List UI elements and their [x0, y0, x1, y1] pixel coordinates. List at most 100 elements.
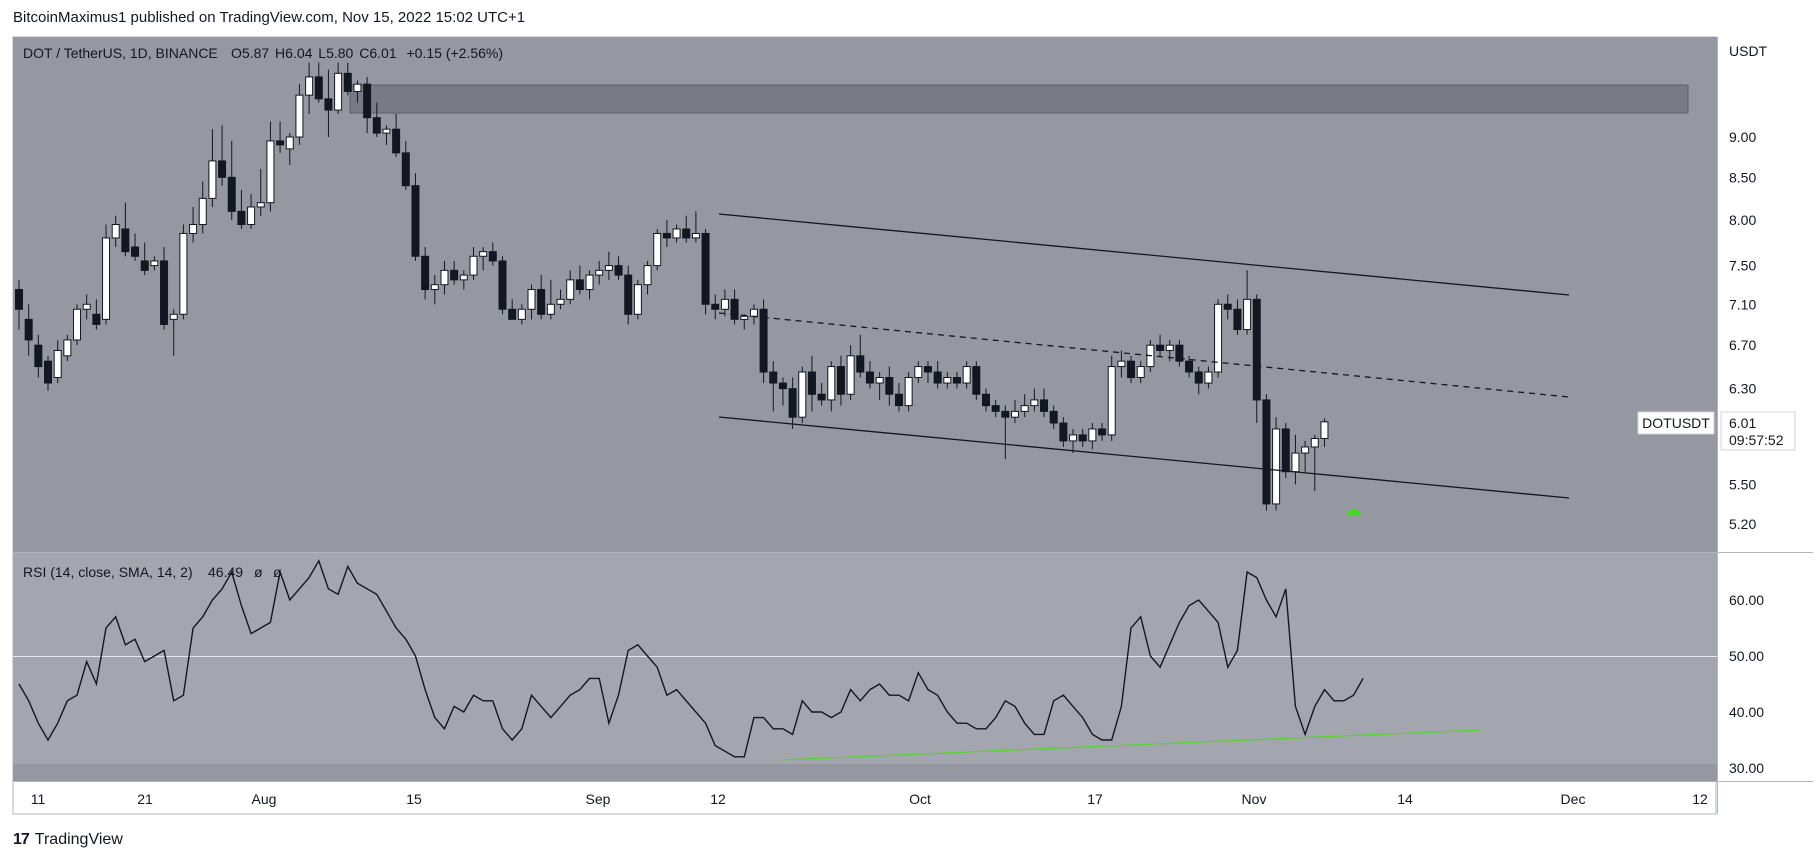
candle-up — [943, 377, 952, 384]
candle-up — [691, 232, 700, 239]
candle-up — [556, 298, 565, 305]
candle-up — [585, 274, 594, 291]
price-axis-currency: USDT — [1729, 43, 1768, 59]
candle-down — [227, 176, 236, 212]
candle-up — [672, 228, 681, 239]
candle-up — [1030, 399, 1039, 407]
last-price-symbol-box — [1637, 411, 1715, 435]
candle-down — [711, 303, 720, 310]
candle-up — [643, 265, 652, 286]
h-label: H — [275, 45, 285, 61]
candle-down — [363, 83, 372, 119]
candle-down — [982, 393, 990, 407]
candle-down — [682, 228, 691, 239]
candle-down — [885, 377, 894, 395]
candle-up — [1011, 410, 1020, 418]
candle-down — [121, 228, 130, 253]
candle-down — [1185, 360, 1194, 373]
candle-down — [131, 246, 140, 257]
candle-up — [1204, 371, 1213, 384]
time-tick-label: 17 — [1087, 791, 1103, 807]
candle-up — [1107, 366, 1116, 436]
candle-down — [1098, 428, 1107, 436]
candle-up — [566, 279, 575, 300]
rsi-support-trendline[interactable] — [781, 729, 1482, 761]
price-tick-label: 8.00 — [1729, 212, 1756, 228]
candle-up — [527, 289, 536, 310]
c-label: C — [359, 45, 369, 61]
channel-top-line[interactable] — [718, 213, 1570, 296]
candle-down — [498, 260, 507, 310]
candle-down — [160, 260, 169, 325]
candle-down — [1001, 410, 1010, 418]
candle-up — [875, 377, 884, 384]
candle-down — [575, 279, 584, 291]
symbol-legend[interactable]: DOT / TetherUS, 1D, BINANCE — [23, 45, 218, 61]
candle-down — [421, 255, 430, 291]
candle-up — [1165, 344, 1174, 351]
candle-up — [1088, 428, 1097, 442]
candle-up — [1117, 360, 1126, 368]
rsi-band — [13, 553, 1717, 764]
l-label: L — [318, 45, 326, 61]
candle-up — [295, 94, 304, 138]
last-price-box — [1720, 411, 1796, 451]
rsi-tick-label: 40.00 — [1729, 704, 1764, 720]
candle-down — [314, 76, 323, 100]
price-tick-label: 6.30 — [1729, 381, 1756, 397]
candle-up — [479, 251, 488, 257]
channel-bottom-line[interactable] — [718, 416, 1570, 499]
price-pane[interactable] — [13, 37, 1717, 552]
candle-up — [653, 232, 662, 267]
rsi-legend-na-1: ø — [254, 564, 263, 580]
candle-down — [343, 72, 352, 92]
candle-down — [1156, 344, 1165, 351]
tradingview-brand[interactable]: 17 TradingView — [13, 831, 123, 849]
candle-down — [1127, 360, 1136, 379]
candle-up — [1020, 405, 1029, 412]
candle-down — [1281, 428, 1290, 473]
candle-up — [198, 197, 207, 226]
time-tick-label: 15 — [406, 791, 422, 807]
candle-up — [1320, 421, 1329, 439]
candle-up — [720, 298, 729, 310]
candle-down — [508, 308, 517, 320]
candle-up — [179, 232, 188, 315]
candle-up — [1136, 366, 1145, 379]
candle-up — [1272, 428, 1281, 505]
time-tick-label: Nov — [1242, 791, 1267, 807]
published-by-caption: BitcoinMaximus1 published on TradingView… — [13, 9, 526, 26]
last-price-symbol: DOTUSDT — [1642, 415, 1710, 431]
candle-up — [353, 83, 362, 92]
candle-down — [237, 210, 246, 226]
time-tick-label: Sep — [586, 791, 611, 807]
candle-up — [63, 339, 72, 357]
time-tick-labels: 11 21 Aug 15 Sep 12 Oct 17 Nov 14 Dec 12 — [31, 791, 1708, 807]
price-tick-label: 5.50 — [1729, 476, 1756, 492]
resistance-zone[interactable] — [349, 84, 1689, 114]
high-value: 6.04 — [285, 45, 312, 61]
candle-up — [1291, 452, 1300, 473]
candle-up — [305, 76, 314, 96]
price-axis[interactable] — [1718, 37, 1813, 781]
candle-down — [450, 269, 459, 281]
candle-down — [836, 366, 845, 395]
time-tick-label: 21 — [137, 791, 153, 807]
rsi-legend-label[interactable]: RSI (14, close, SMA, 14, 2) — [23, 564, 193, 580]
candle-up — [82, 303, 91, 310]
candle-down — [788, 388, 797, 418]
candle-down — [324, 98, 333, 111]
candle-up — [266, 140, 275, 204]
candle-up — [53, 349, 62, 379]
candle-down — [769, 371, 778, 384]
candle-up — [430, 284, 439, 291]
green-bottom-marker — [1347, 509, 1361, 515]
candle-down — [1252, 298, 1261, 401]
candle-down — [24, 318, 33, 341]
candle-up — [102, 237, 111, 320]
candle-up — [1301, 446, 1310, 454]
candle-up — [904, 377, 913, 407]
candle-down — [488, 251, 497, 262]
candle-down — [537, 289, 546, 315]
